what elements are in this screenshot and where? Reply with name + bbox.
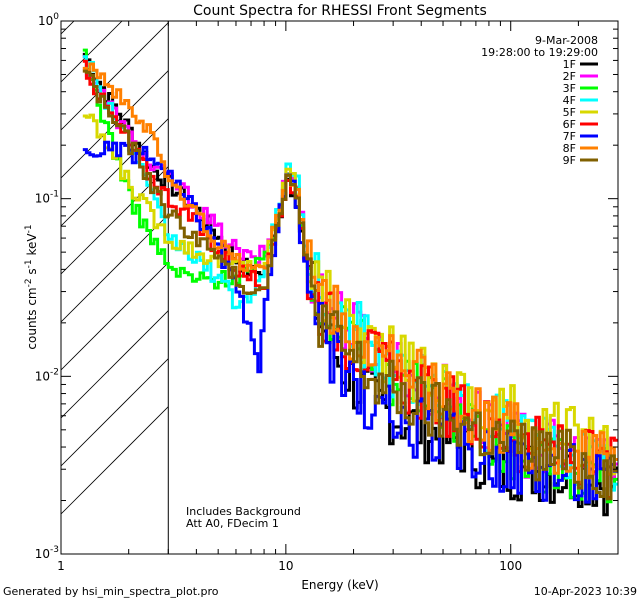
- y-label-part: counts cm: [25, 287, 39, 349]
- hatch-line: [61, 406, 169, 515]
- hatch-line: [61, 358, 169, 467]
- hatch-line: [61, 70, 169, 179]
- y-tick-base: 10: [35, 547, 50, 561]
- chart-title: Count Spectra for RHESSI Front Segments: [193, 3, 487, 19]
- plot-frame: [60, 20, 619, 555]
- x-tick-label: 10: [278, 559, 293, 573]
- y-tick-label: 10-1: [35, 190, 59, 206]
- y-label-part: s: [25, 268, 39, 278]
- legend-label-2f: 2F: [563, 70, 576, 83]
- series-line-9f: [82, 69, 618, 501]
- timestamp-label: 10-Apr-2023 10:39: [534, 585, 637, 598]
- series-line-6f: [82, 59, 618, 500]
- y-tick-label: 10-2: [35, 367, 59, 383]
- hatch-line: [61, 310, 169, 419]
- y-axis-label: counts cm-2 s-1 keV-1: [24, 224, 39, 349]
- x-tick-label: 100: [499, 559, 522, 573]
- legend-label-4f: 4F: [563, 94, 576, 107]
- series-layer: [82, 48, 618, 517]
- y-tick-exp: -3: [50, 545, 59, 555]
- legend-label-9f: 9F: [563, 154, 576, 167]
- series-line-2f: [82, 55, 618, 490]
- y-tick-label: 100: [38, 12, 59, 28]
- annotation-attenuator: Att A0, FDecim 1: [186, 517, 279, 530]
- hatch-line: [61, 118, 169, 227]
- legend-label-3f: 3F: [563, 82, 576, 95]
- y-tick-exp: -2: [50, 367, 59, 377]
- date-label: 9-Mar-2008: [535, 34, 598, 47]
- legend-label-5f: 5F: [563, 106, 576, 119]
- y-tick-label: 10-3: [35, 545, 59, 561]
- legend-label-6f: 6F: [563, 118, 576, 131]
- y-tick-base: 10: [38, 14, 53, 28]
- shaded-region: [61, 21, 169, 554]
- annotation-background: Includes Background: [186, 505, 301, 518]
- y-label-exp: -2: [24, 278, 34, 287]
- hatch-line: [61, 22, 169, 131]
- y-tick-base: 10: [35, 369, 50, 383]
- series-line-4f: [82, 55, 618, 492]
- generated-by-label: Generated by hsi_min_spectra_plot.pro: [3, 585, 219, 598]
- x-tick-label: 1: [57, 559, 65, 573]
- hatch-line: [61, 262, 169, 371]
- y-label-part: keV: [25, 233, 39, 260]
- y-tick-base: 10: [35, 192, 50, 206]
- time-range-label: 19:28:00 to 19:29:00: [481, 46, 598, 59]
- legend-label-1f: 1F: [563, 58, 576, 71]
- y-label-exp: -1: [24, 224, 34, 233]
- y-tick-exp: 0: [53, 12, 59, 22]
- x-axis-label: Energy (keV): [301, 578, 378, 592]
- hatch-line: [61, 21, 123, 83]
- series-line-8f: [82, 62, 618, 484]
- y-label-exp: -1: [24, 259, 34, 268]
- hatch-line: [61, 166, 169, 275]
- legend-label-7f: 7F: [563, 130, 576, 143]
- legend-label-8f: 8F: [563, 142, 576, 155]
- y-tick-exp: -1: [50, 190, 59, 200]
- hatch-line: [61, 214, 169, 323]
